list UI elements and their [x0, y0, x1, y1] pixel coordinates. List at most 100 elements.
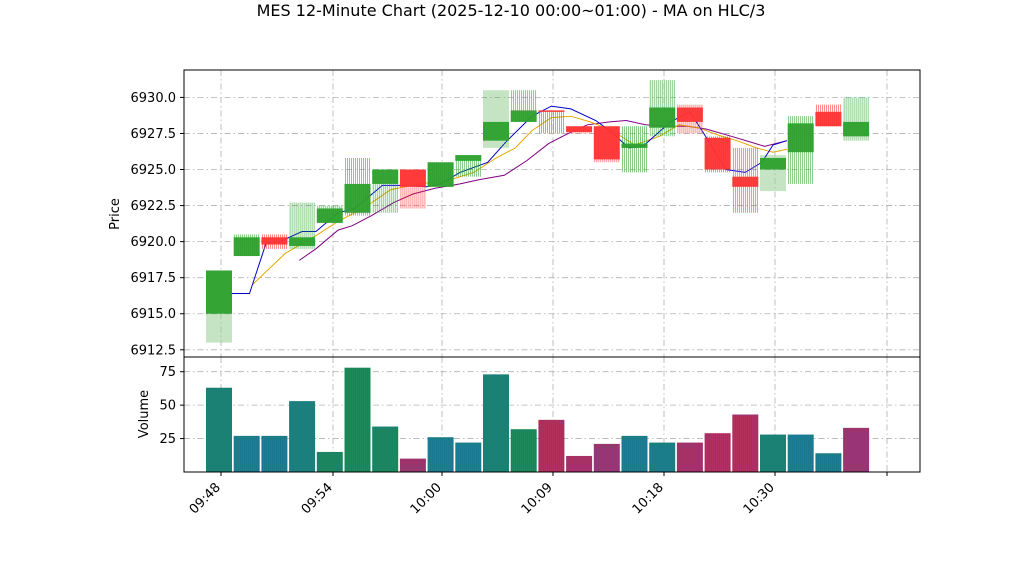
- volume-bar: [815, 453, 842, 472]
- candle: [760, 155, 786, 192]
- candle-body: [261, 237, 288, 245]
- price-tick-label: 6917.5: [131, 271, 177, 286]
- time-tick-label: 09:54: [299, 480, 336, 517]
- candle-body: [760, 157, 786, 170]
- candle: [206, 270, 232, 343]
- time-tick-label: 10:18: [630, 480, 667, 517]
- price-tick-label: 6912.5: [131, 343, 177, 358]
- time-tick-label: 10:09: [519, 480, 556, 517]
- volume-bar: [843, 427, 870, 472]
- price-tick-label: 6915.0: [131, 307, 177, 322]
- price-y-ticks: 6912.5 6915.0 6917.5 6920.0 6922.5 6925.0 6927…: [131, 91, 184, 358]
- candle-body: [399, 169, 426, 187]
- volume-y-ticks: 25 50 75: [159, 365, 184, 447]
- candle: [344, 157, 371, 216]
- candle-body: [289, 237, 316, 246]
- volume-axis-label: Volume: [137, 390, 152, 438]
- volume-bar: [732, 414, 759, 472]
- candle: [704, 136, 731, 173]
- candle-body: [233, 237, 260, 257]
- volume-bar: [372, 426, 399, 472]
- volume-bar: [649, 442, 676, 472]
- volume-tick-label: 25: [159, 432, 176, 447]
- volume-bar: [787, 434, 814, 472]
- candle: [316, 205, 343, 223]
- ma-slow-line: [299, 119, 788, 261]
- volume-bar: [427, 437, 454, 472]
- volume-bar: [289, 401, 316, 472]
- price-panel: 6912.5 6915.0 6917.5 6920.0 6922.5 6925.0 6927…: [108, 69, 921, 358]
- volume-bar: [344, 367, 371, 472]
- volume-panel: 25 50 75 Volume 09:48 09:54 10:00 10:09 10:18 1…: [137, 356, 921, 517]
- volume-bar: [510, 429, 537, 472]
- candle-body: [427, 162, 454, 187]
- candle-body: [316, 208, 343, 223]
- candle-body: [732, 176, 759, 187]
- volume-bar: [261, 435, 288, 472]
- candle-body: [372, 169, 399, 184]
- candle-body: [483, 121, 509, 141]
- volume-bar: [399, 458, 426, 472]
- time-tick-label: 09:48: [187, 480, 224, 517]
- price-tick-label: 6927.5: [131, 127, 177, 142]
- time-tick-label: 10:30: [741, 480, 778, 517]
- chart-title: MES 12-Minute Chart (2025-12-10 00:00~01…: [257, 1, 766, 20]
- candle: [732, 147, 759, 213]
- price-tick-label: 6930.0: [131, 91, 177, 106]
- candle: [566, 126, 593, 134]
- candle: [289, 202, 316, 249]
- candle: [815, 104, 842, 127]
- volume-bar: [233, 435, 260, 472]
- price-tick-label: 6925.0: [131, 163, 177, 178]
- candle-body: [593, 126, 620, 160]
- candle-body: [566, 126, 593, 133]
- candle-body: [704, 137, 731, 170]
- candle: [372, 169, 399, 213]
- candle-body: [649, 107, 676, 128]
- volume-bar: [455, 442, 482, 472]
- candle: [593, 126, 620, 163]
- candle: [649, 80, 676, 137]
- volume-bar: [206, 387, 232, 472]
- candle: [455, 155, 482, 177]
- candlesticks: [206, 80, 870, 343]
- candle: [787, 116, 814, 184]
- candle-body: [787, 123, 814, 153]
- candle: [510, 90, 537, 122]
- time-tick-label: 10:00: [408, 480, 445, 517]
- time-x-ticks: 09:48 09:54 10:00 10:09 10:18 10:30: [187, 472, 888, 517]
- volume-tick-label: 75: [159, 365, 176, 380]
- candle-body: [621, 143, 648, 148]
- candle: [538, 110, 565, 134]
- volume-bar: [483, 374, 509, 472]
- candle: [261, 234, 288, 249]
- candle-body: [455, 155, 482, 161]
- price-tick-label: 6922.5: [131, 199, 177, 214]
- candle-body: [843, 121, 870, 137]
- candle: [483, 90, 509, 148]
- candle-body: [344, 183, 371, 213]
- volume-bar: [621, 435, 648, 472]
- candle: [621, 126, 648, 173]
- price-axis-label: Price: [108, 198, 123, 230]
- volume-bar: [760, 434, 786, 472]
- candle: [676, 104, 703, 134]
- volume-panel-frame: [183, 356, 921, 473]
- candle-body: [206, 270, 232, 314]
- candle-body: [510, 110, 537, 122]
- candle: [399, 169, 426, 209]
- candle-body: [676, 107, 703, 122]
- candle: [233, 234, 260, 257]
- candle-body: [538, 110, 565, 112]
- volume-bars: [206, 367, 870, 472]
- volume-bar: [593, 443, 620, 472]
- candle: [427, 162, 454, 187]
- volume-tick-label: 50: [159, 399, 176, 414]
- price-grid: [184, 70, 920, 357]
- price-tick-label: 6920.0: [131, 235, 177, 250]
- volume-bar: [316, 451, 343, 472]
- volume-bar: [676, 442, 703, 472]
- candle: [843, 97, 870, 141]
- volume-bar: [566, 455, 593, 472]
